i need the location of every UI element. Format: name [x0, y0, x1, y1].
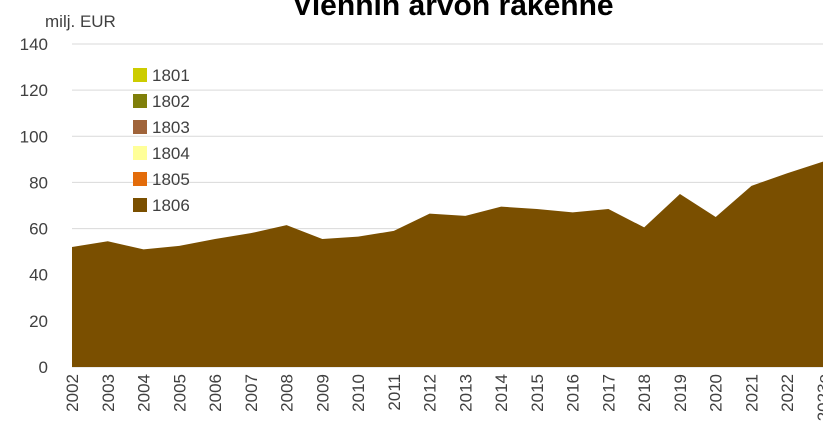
legend: 1801 1802 1803 1804 1805 1806: [133, 66, 190, 215]
x-tick-label: 2007: [242, 374, 261, 412]
legend-label: 1806: [152, 196, 190, 215]
legend-swatch: [133, 146, 147, 160]
x-tick-label: 2019: [671, 374, 690, 412]
x-tick-label: 2020: [707, 374, 726, 412]
y-tick-label: 120: [20, 81, 48, 100]
y-tick-label: 140: [20, 35, 48, 54]
x-tick-label: 2012: [421, 374, 440, 412]
legend-label: 1804: [152, 144, 190, 163]
x-tick-label: 2005: [170, 374, 189, 412]
chart-title: Viennin arvon rakenne: [292, 0, 613, 22]
x-tick-label: 2009: [313, 374, 332, 412]
x-tick-label: 2011: [385, 374, 404, 411]
y-axis: 0 20 40 60 80 100 120 140: [20, 35, 48, 377]
y-tick-label: 40: [29, 266, 48, 285]
legend-swatch: [133, 172, 147, 186]
x-tick-label: 2004: [135, 374, 154, 412]
y-tick-label: 20: [29, 312, 48, 331]
x-tick-label: 2010: [349, 374, 368, 412]
x-tick-label: 2018: [635, 374, 654, 412]
y-tick-label: 0: [39, 358, 48, 377]
x-tick-label: 2013: [456, 374, 475, 412]
y-tick-label: 100: [20, 127, 48, 146]
x-tick-label: 2006: [206, 374, 225, 412]
x-tick-label: 2022: [778, 374, 797, 412]
x-tick-label: 2014: [492, 374, 511, 412]
legend-swatch: [133, 68, 147, 82]
x-tick-label: 2003: [99, 374, 118, 412]
legend-label: 1801: [152, 66, 190, 85]
x-axis: 2002 2003 2004 2005 2006 2007 2008 2009 2010 2011…: [63, 374, 823, 421]
x-tick-label: 2002: [63, 374, 82, 412]
legend-label: 1803: [152, 118, 190, 137]
area-series-1806: [72, 161, 823, 367]
x-tick-label: 2023e: [814, 374, 823, 421]
x-tick-label: 2008: [278, 374, 297, 412]
x-tick-label: 2021: [742, 374, 761, 412]
y-unit-label: milj. EUR: [45, 12, 116, 31]
y-tick-label: 80: [29, 173, 48, 192]
y-tick-label: 60: [29, 220, 48, 239]
x-tick-label: 2016: [564, 374, 583, 412]
plot-area: [72, 161, 823, 367]
legend-label: 1805: [152, 170, 190, 189]
legend-swatch: [133, 120, 147, 134]
x-tick-label: 2015: [528, 374, 547, 412]
legend-label: 1802: [152, 92, 190, 111]
legend-swatch: [133, 198, 147, 212]
legend-swatch: [133, 94, 147, 108]
x-tick-label: 2017: [599, 374, 618, 412]
